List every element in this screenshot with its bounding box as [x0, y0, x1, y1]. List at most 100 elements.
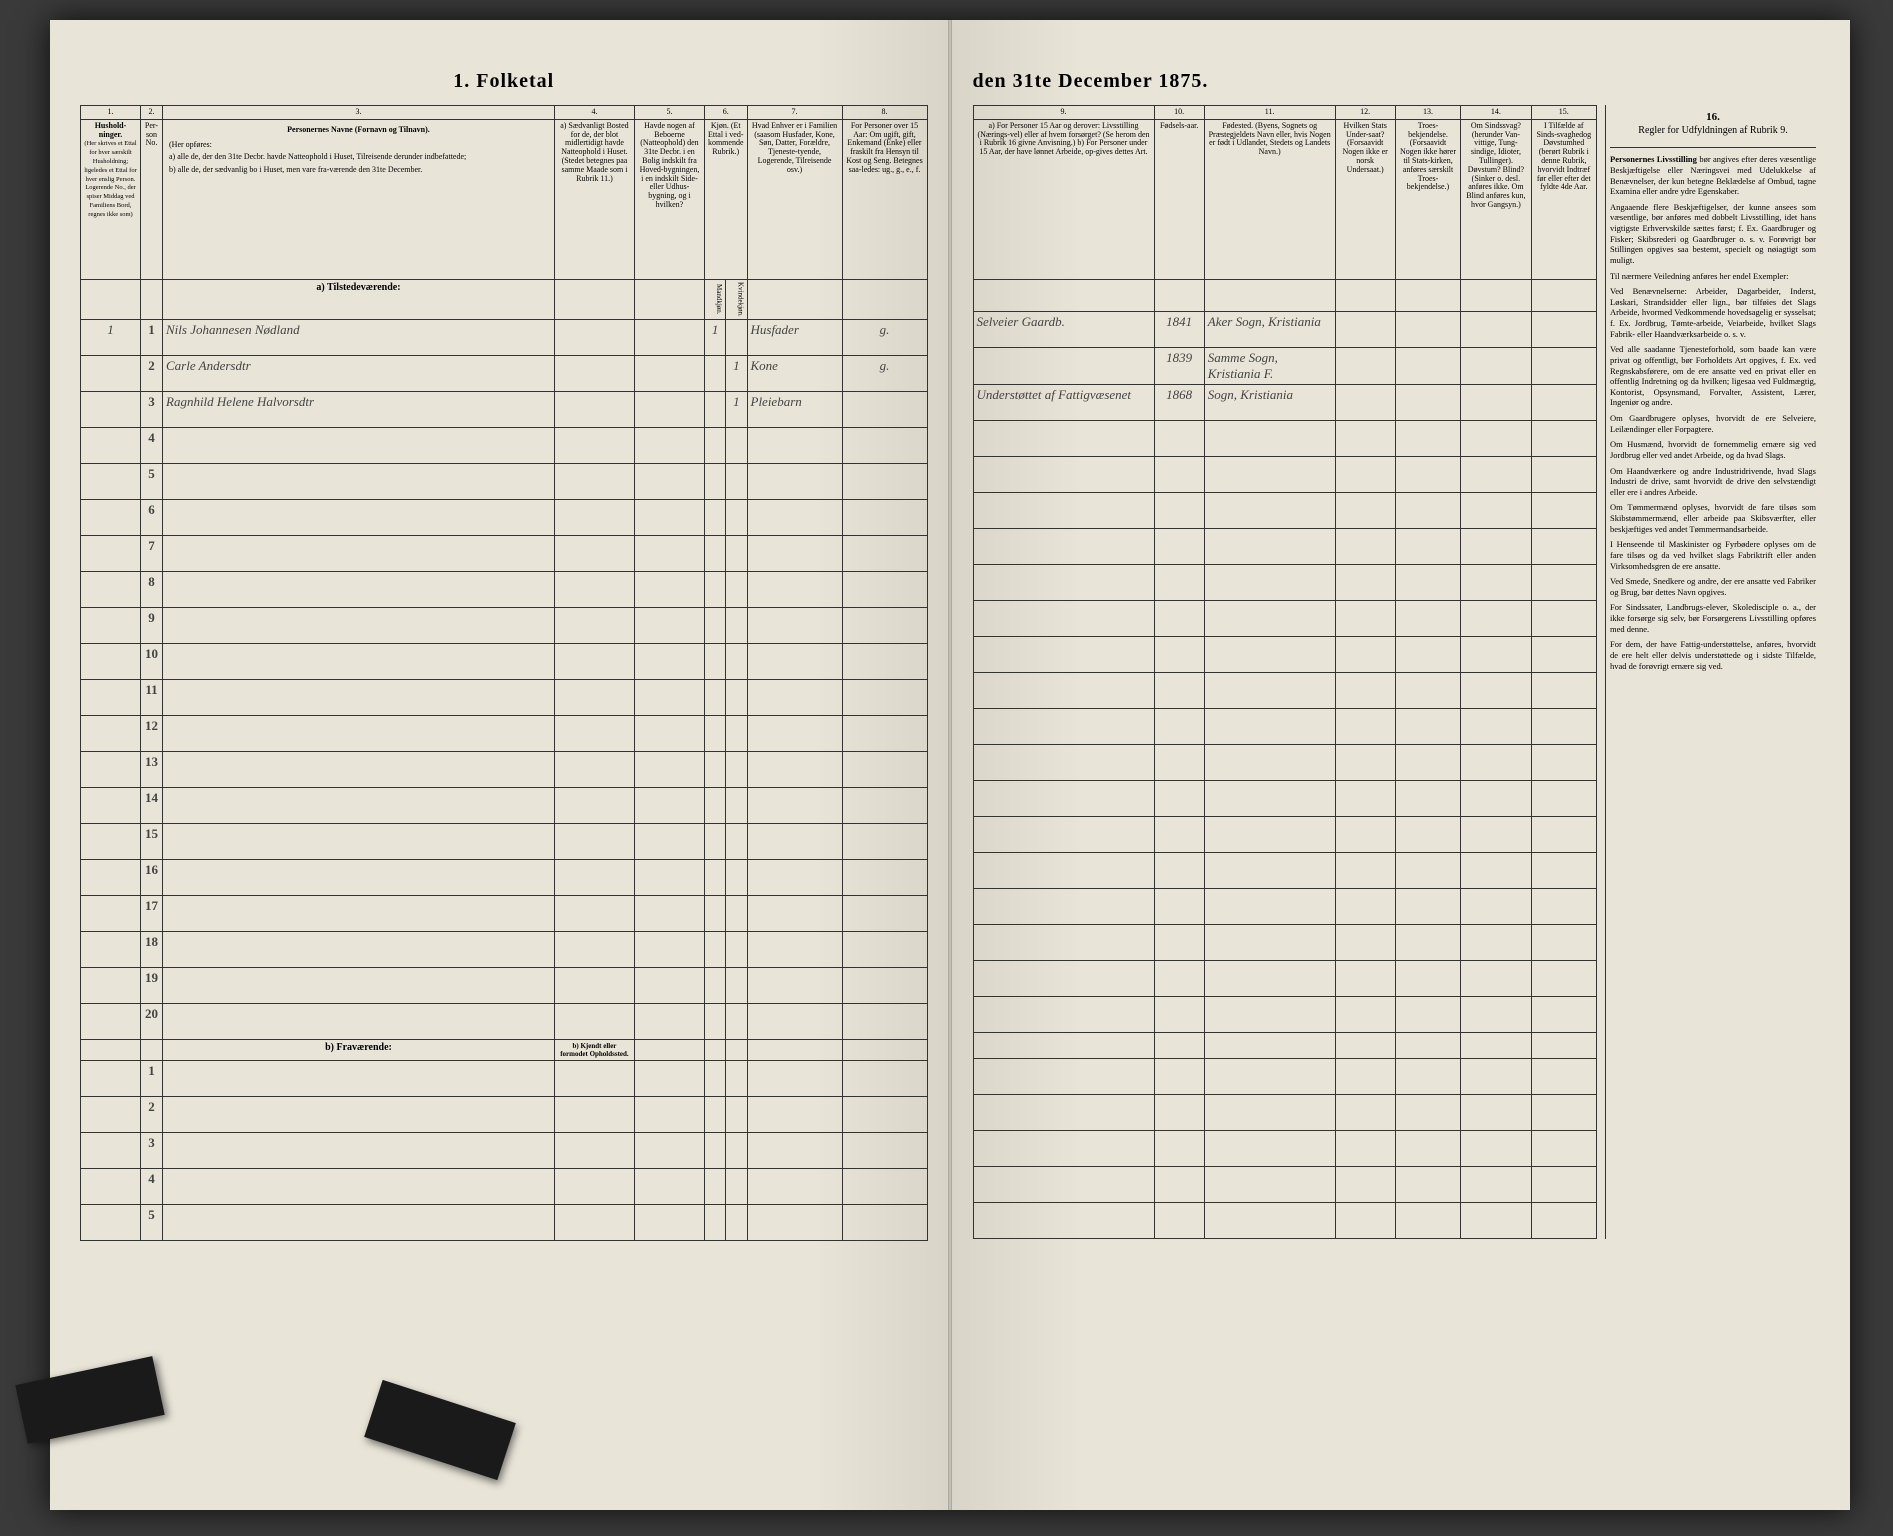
table-row: [973, 996, 1597, 1032]
left-page: 1. Folketal 1. 2. 3. 4. 5. 6. 7. 8. Hush…: [50, 20, 948, 1510]
col-head-11: Fødested. (Byens, Sognets og Præstegjeld…: [1204, 119, 1335, 279]
table-row: [973, 924, 1597, 960]
ledger-table-right: 9. 10. 11. 12. 13. 14. 15. a) For Person…: [973, 105, 1598, 1239]
table-row: 8: [81, 571, 928, 607]
col-head-13: Troes-bekjendelse. (Forsaavidt Nogen ikk…: [1395, 119, 1460, 279]
table-row: 6: [81, 499, 928, 535]
page-title-left: 1. Folketal: [80, 70, 928, 93]
table-row: 5: [81, 1204, 928, 1240]
col-head-14: Om Sindssvag? (herunder Van-vittige, Tun…: [1461, 119, 1531, 279]
col-num-10: 10.: [1154, 106, 1204, 120]
col-head-12: Hvilken Stats Under-saat? (Forsaavidt No…: [1335, 119, 1395, 279]
paper-clip-right: [364, 1380, 516, 1480]
table-row: [973, 708, 1597, 744]
table-row: 3: [81, 1132, 928, 1168]
table-row: [973, 780, 1597, 816]
table-row: 13: [81, 751, 928, 787]
right-page: den 31te December 1875. 9. 10. 11. 12. 1…: [948, 20, 1851, 1510]
rubrik-16-column: 16. Regler for Udfyldningen af Rubrik 9.…: [1605, 105, 1820, 1239]
table-row: 1839Samme Sogn, Kristiania F.: [973, 347, 1597, 384]
table-row: 11Nils Johannesen Nødland1Husfaderg.: [81, 319, 928, 355]
table-row: 20: [81, 1003, 928, 1039]
col-head-8: For Personer over 15 Aar: Om ugift, gift…: [842, 119, 927, 279]
col-num-14: 14.: [1461, 106, 1531, 120]
ledger-table-left: 1. 2. 3. 4. 5. 6. 7. 8. Hushold- ninger.…: [80, 105, 928, 1241]
paper-clip-left: [15, 1356, 164, 1444]
col-number-row: 1. 2. 3. 4. 5. 6. 7. 8.: [81, 106, 928, 120]
table-row: 14: [81, 787, 928, 823]
col-head-2: Per- son No.: [141, 119, 163, 279]
table-row: 16: [81, 859, 928, 895]
table-row: 17: [81, 895, 928, 931]
col-head-6: Kjøn. (Et Ettal i ved-kommende Rubrik.): [704, 119, 747, 279]
table-row: [973, 420, 1597, 456]
col-num-4: 4.: [554, 106, 634, 120]
table-row: [973, 1058, 1597, 1094]
table-row: 2Carle Andersdtr1Koneg.: [81, 355, 928, 391]
table-row: 18: [81, 931, 928, 967]
col-head-1: Hushold- ninger.(Her skrives et Ettal fo…: [81, 119, 141, 279]
col-head-10: Fødsels-aar.: [1154, 119, 1204, 279]
table-row: 5: [81, 463, 928, 499]
col-num-9: 9.: [973, 106, 1154, 120]
table-row: 11: [81, 679, 928, 715]
table-row: [973, 564, 1597, 600]
table-row: [973, 456, 1597, 492]
table-row: 2: [81, 1096, 928, 1132]
table-row: 4: [81, 427, 928, 463]
table-row: [973, 528, 1597, 564]
col-num-1: 1.: [81, 106, 141, 120]
col-head-9: a) For Personer 15 Aar og derover: Livss…: [973, 119, 1154, 279]
col-num-13: 13.: [1395, 106, 1460, 120]
table-row: 9: [81, 607, 928, 643]
col-num-6: 6.: [704, 106, 747, 120]
col-num-12: 12.: [1335, 106, 1395, 120]
ledger-book: 1. Folketal 1. 2. 3. 4. 5. 6. 7. 8. Hush…: [50, 20, 1850, 1510]
table-row: [973, 492, 1597, 528]
col-number-row-r: 9. 10. 11. 12. 13. 14. 15.: [973, 106, 1597, 120]
table-row: [973, 672, 1597, 708]
col-num-8: 8.: [842, 106, 927, 120]
col-num-5: 5.: [634, 106, 704, 120]
table-row: [973, 1166, 1597, 1202]
col-head-15: I Tilfælde af Sinds-svaghedog Døvstumhed…: [1531, 119, 1596, 279]
table-row: 3Ragnhild Helene Halvorsdtr1Pleiebarn: [81, 391, 928, 427]
table-row: [973, 636, 1597, 672]
section-b-label: b) Fraværende:: [163, 1039, 555, 1060]
table-row: 12: [81, 715, 928, 751]
section-a-row: a) Tilstedeværende: Mandkjøn. Kvindekjøn…: [81, 279, 928, 319]
col-head-4: a) Sædvanligt Bosted for de, der blot mi…: [554, 119, 634, 279]
table-row: [973, 744, 1597, 780]
col-head-7: Hvad Enhver er i Familien (saasom Husfad…: [747, 119, 842, 279]
table-row: 10: [81, 643, 928, 679]
section-a-label: a) Tilstedeværende:: [163, 279, 555, 319]
table-row: 19: [81, 967, 928, 1003]
col-num-3: 3.: [163, 106, 555, 120]
table-row: [973, 960, 1597, 996]
table-row: 1: [81, 1060, 928, 1096]
table-row: [973, 852, 1597, 888]
page-title-right: den 31te December 1875.: [973, 70, 1821, 93]
table-row: [973, 1202, 1597, 1238]
table-row: 7: [81, 535, 928, 571]
table-row: Understøttet af Fattigvæsenet1868Sogn, K…: [973, 384, 1597, 420]
col-num-2: 2.: [141, 106, 163, 120]
section-b-row: b) Fraværende: b) Kjendt eller formodet …: [81, 1039, 928, 1060]
table-row: [973, 1094, 1597, 1130]
col-num-11: 11.: [1204, 106, 1335, 120]
col-head-3: Personernes Navne (Fornavn og Tilnavn). …: [163, 119, 555, 279]
table-row: 15: [81, 823, 928, 859]
col-num-15: 15.: [1531, 106, 1596, 120]
book-spine: [948, 20, 952, 1510]
table-row: Selveier Gaardb.1841Aker Sogn, Kristiani…: [973, 311, 1597, 347]
col-header-row-r: a) For Personer 15 Aar og derover: Livss…: [973, 119, 1597, 279]
col-num-7: 7.: [747, 106, 842, 120]
table-row: [973, 1130, 1597, 1166]
table-row: [973, 816, 1597, 852]
table-row: [973, 888, 1597, 924]
col-header-row: Hushold- ninger.(Her skrives et Ettal fo…: [81, 119, 928, 279]
rubrik-16-head: Regler for Udfyldningen af Rubrik 9.: [1610, 125, 1816, 138]
table-row: 4: [81, 1168, 928, 1204]
col-head-5: Havde nogen af Beboerne (Natteophold) de…: [634, 119, 704, 279]
table-row: [973, 600, 1597, 636]
